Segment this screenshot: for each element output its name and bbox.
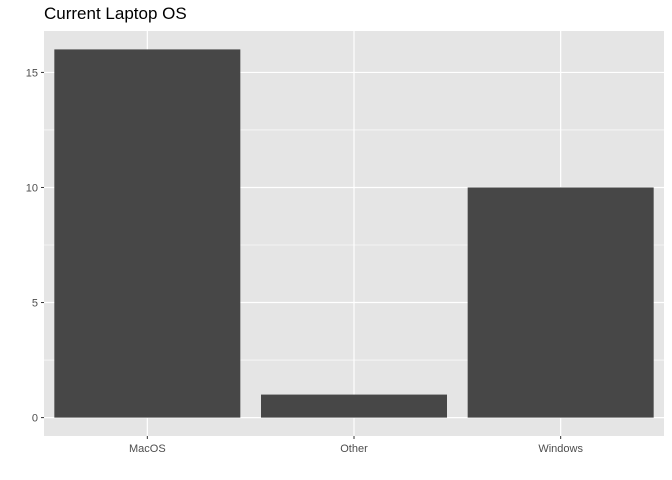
y-axis: 0 5 10 15 <box>26 67 44 425</box>
x-axis: MacOS Other Windows <box>129 436 583 455</box>
bar-windows <box>467 187 654 418</box>
bar-other <box>261 394 447 418</box>
y-tick-label: 5 <box>32 298 38 310</box>
x-tick-label: MacOS <box>129 443 166 455</box>
bars <box>54 49 654 418</box>
x-tick-label: Windows <box>538 443 583 455</box>
y-tick-label: 15 <box>26 67 38 79</box>
x-tick-label: Other <box>340 443 368 455</box>
bar-macos <box>54 49 241 418</box>
y-tick-label: 10 <box>26 182 38 194</box>
y-tick-label: 0 <box>32 413 38 425</box>
chart-title: Current Laptop OS <box>44 4 187 23</box>
